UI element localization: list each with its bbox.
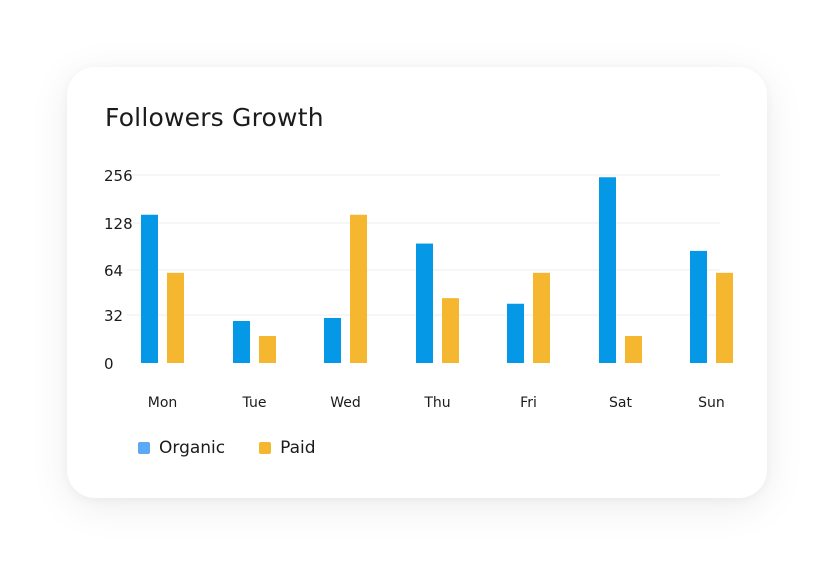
y-tick-label-32: 32 bbox=[104, 307, 123, 325]
bar-organic-thu bbox=[416, 243, 433, 363]
x-tick-label-fri: Fri bbox=[520, 395, 537, 411]
x-tick-label-mon: Mon bbox=[148, 395, 178, 411]
bar-paid-sun bbox=[716, 272, 733, 363]
y-tick-label-256: 256 bbox=[104, 167, 133, 185]
legend-swatch-paid bbox=[259, 442, 272, 454]
bar-paid-thu bbox=[442, 298, 459, 363]
legend-swatch-organic bbox=[138, 442, 150, 454]
legend-label-paid: Paid bbox=[280, 438, 316, 458]
x-tick-label-thu: Thu bbox=[423, 395, 450, 411]
chart-title: Followers Growth bbox=[105, 103, 324, 132]
chart-card: Followers Growth 0 32 64 128 256 Mon Tue Wed Thu… bbox=[67, 67, 767, 498]
bar-paid-sat bbox=[625, 336, 642, 363]
bar-organic-mon bbox=[141, 214, 158, 363]
bar-chart: 0 32 64 128 256 Mon Tue Wed Thu Fri Sat Sun bbox=[104, 167, 733, 411]
x-tick-label-sat: Sat bbox=[609, 395, 632, 411]
bar-paid-wed bbox=[350, 214, 367, 363]
x-tick-label-wed: Wed bbox=[330, 395, 361, 411]
bar-paid-mon bbox=[167, 272, 184, 363]
legend-item-paid: Paid bbox=[259, 438, 316, 458]
y-tick-label-0: 0 bbox=[104, 355, 114, 373]
bar-paid-tue bbox=[259, 336, 276, 363]
bar-paid-fri bbox=[533, 272, 550, 363]
y-tick-label-64: 64 bbox=[104, 262, 123, 280]
bar-organic-sun bbox=[690, 250, 707, 363]
legend-item-organic: Organic bbox=[138, 438, 225, 458]
x-tick-label-tue: Tue bbox=[242, 395, 267, 411]
bar-organic-sat bbox=[599, 177, 616, 363]
bar-organic-wed bbox=[324, 318, 341, 363]
bar-organic-fri bbox=[507, 303, 524, 363]
x-tick-label-sun: Sun bbox=[698, 395, 725, 411]
legend-label-organic: Organic bbox=[159, 438, 226, 458]
y-tick-label-128: 128 bbox=[104, 215, 133, 233]
bar-organic-tue bbox=[233, 321, 250, 363]
legend: Organic Paid bbox=[138, 438, 350, 458]
